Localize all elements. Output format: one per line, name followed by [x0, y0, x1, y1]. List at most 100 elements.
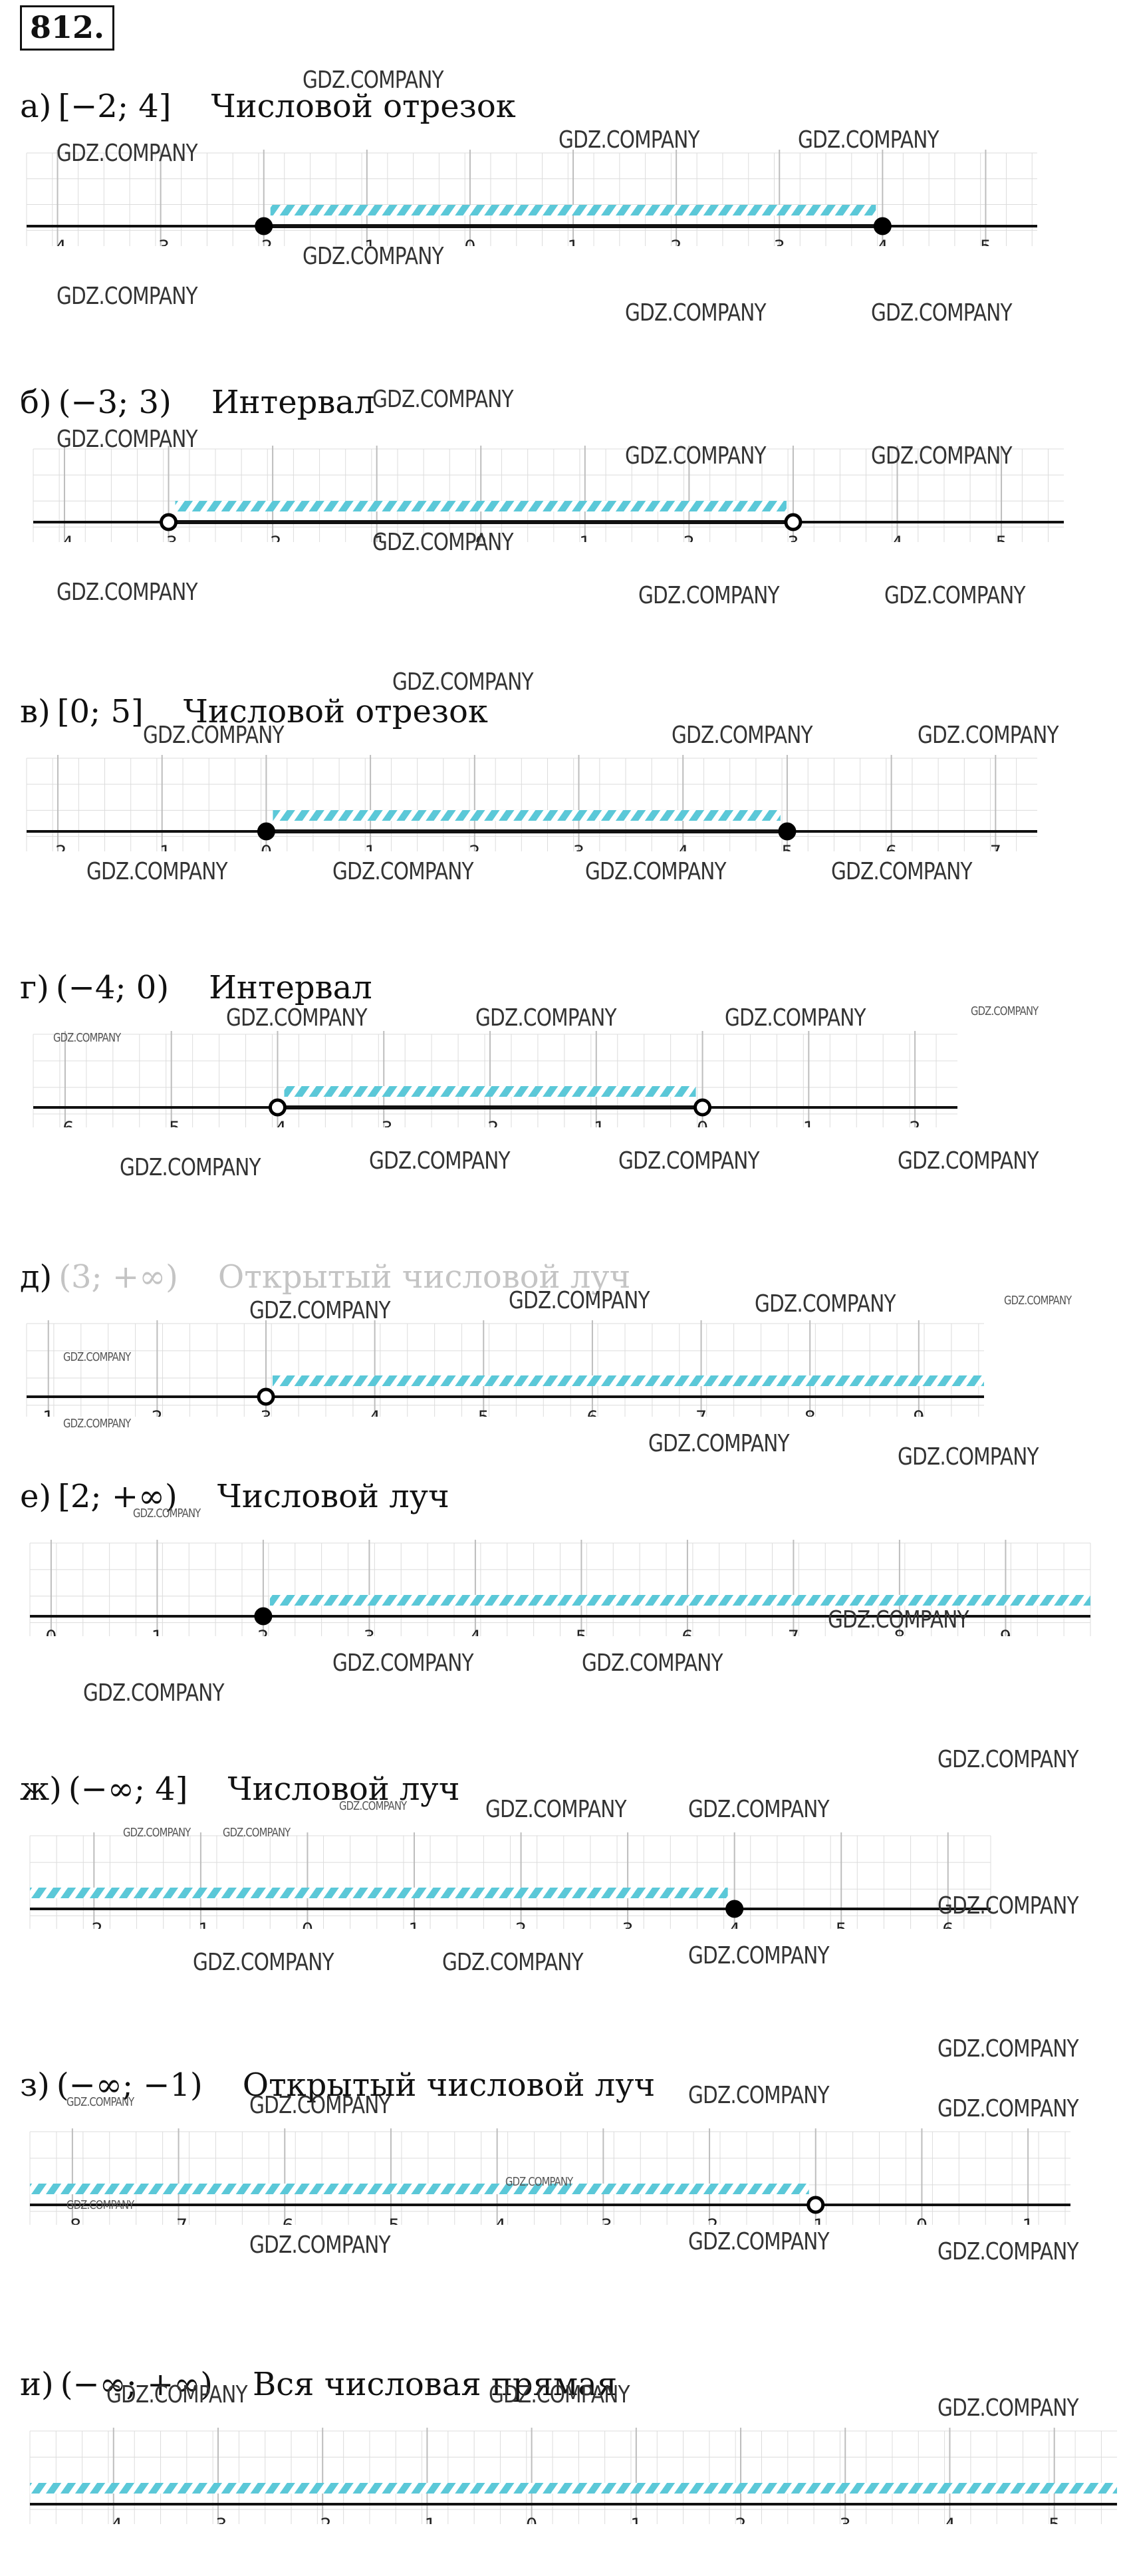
grid [29, 1540, 1091, 1636]
watermark: GDZ.COMPANY [57, 283, 198, 310]
open-endpoint [160, 513, 178, 531]
tick-label: -8 [63, 2216, 81, 2225]
tick-label: 4 [877, 237, 888, 246]
tick-label: -1 [153, 842, 171, 851]
number-line: -4 -3 -2 -1 0 1 2 3 4 5 [29, 2428, 1117, 2524]
tick-label: 1 [43, 1407, 54, 1417]
number-line: 0 1 2 3 4 5 6 7 8 9 [29, 1540, 1091, 1636]
tick-label: 1 [408, 1920, 420, 1929]
tick-label: 0 [302, 1920, 313, 1929]
tick-label: 3 [573, 842, 584, 851]
exercise-item: б)(−3; 3) Интервал -4 -3 -2 -1 0 1 2 3 4 5 [0, 382, 1123, 582]
open-endpoint [268, 1098, 287, 1117]
set-name: Интервал [209, 969, 372, 1006]
exercise-item: ж)(−∞; 4] Числовой луч -2 -1 0 1 2 3 4 5 6 [0, 1769, 1123, 1969]
set-name: Числовой отрезок [211, 88, 516, 125]
set-notation: (−∞; +∞) [60, 2366, 213, 2403]
tick-label: 1 [1023, 2216, 1034, 2225]
tick-label: -4 [104, 2515, 122, 2524]
tick-label: 4 [892, 533, 903, 542]
tick-label: 7 [788, 1627, 799, 1636]
item-letter: д) [20, 1258, 53, 1296]
grid [26, 755, 1037, 851]
number-line: -8 -7 -6 -5 -4 -3 -2 -1 0 1 [29, 2128, 1070, 2225]
watermark: GDZ.COMPANY [937, 2035, 1079, 2063]
set-name: Открытый числовой луч [217, 1258, 631, 1296]
tick-label: 1 [579, 533, 590, 542]
solution-hatch [30, 1888, 728, 1898]
tick-label: -1 [358, 237, 376, 246]
tick-label: 4 [944, 2515, 955, 2524]
tick-label: 6 [682, 1627, 693, 1636]
item-heading: б) (−3; 3) Интервал [20, 382, 374, 422]
tick-label: 5 [980, 237, 991, 246]
tick-label: 5 [781, 842, 793, 851]
tick-label: 2 [684, 533, 695, 542]
tick-label: 2 [909, 1118, 920, 1127]
solution-hatch [269, 1595, 1090, 1606]
tick-label: 0 [697, 1118, 708, 1127]
tick-label: 3 [774, 237, 785, 246]
closed-endpoint [778, 822, 797, 841]
open-endpoint [257, 1387, 275, 1406]
tick-label: -1 [368, 533, 386, 542]
solution-hatch [30, 2184, 809, 2194]
tick-label: -1 [418, 2515, 436, 2524]
item-letter: ж) [20, 1771, 62, 1808]
grid [33, 446, 1064, 542]
tick-label: -3 [594, 2216, 612, 2225]
tick-label: 3 [260, 1407, 271, 1417]
watermark: GDZ.COMPANY [871, 299, 1013, 327]
tick-label: 4 [678, 842, 689, 851]
tick-label: -2 [49, 842, 67, 851]
tick-label: -2 [481, 1118, 499, 1127]
item-heading: и) (−∞; +∞) Вся числовая прямая [20, 2364, 617, 2404]
tick-label: 5 [1049, 2515, 1060, 2524]
item-heading: г) (−4; 0) Интервал [20, 968, 372, 1008]
item-letter: е) [20, 1478, 52, 1515]
closed-endpoint [725, 1900, 744, 1918]
item-letter: и) [20, 2366, 54, 2403]
set-name: Интервал [211, 384, 375, 421]
closed-endpoint [255, 217, 273, 235]
tick-label: 1 [630, 2515, 642, 2524]
tick-label: 4 [729, 1920, 740, 1929]
item-heading: д) (3; +∞) Открытый числовой луч [20, 1257, 630, 1297]
grid [29, 2428, 1117, 2524]
tick-label: -2 [314, 2515, 332, 2524]
exercise-item: з)(−∞; −1)Открытый числовой луч-8-7-6-5-… [0, 2065, 1123, 2265]
tick-label: 2 [152, 1407, 163, 1417]
tick-label: -5 [382, 2216, 400, 2225]
tick-label: -4 [488, 2216, 506, 2225]
number-line: -4 -3 -2 -1 0 1 2 3 4 5 [33, 446, 1064, 542]
item-heading: в) [0; 5] Числовой отрезок [20, 692, 488, 732]
tick-label: 1 [803, 1118, 814, 1127]
set-notation: (−4; 0) [55, 969, 170, 1006]
open-endpoint [784, 513, 803, 531]
number-line: -2 -1 0 1 2 3 4 5 6 [29, 1832, 991, 1929]
solution-hatch [30, 2483, 1117, 2494]
tick-label: 0 [45, 1627, 57, 1636]
set-notation: [0; 5] [57, 693, 144, 730]
tick-label: 8 [805, 1407, 816, 1417]
tick-label: 0 [916, 2216, 928, 2225]
tick-label: 4 [469, 1627, 481, 1636]
number-line: 1 2 3 4 5 6 7 8 9 [26, 1320, 984, 1417]
exercise-item: а)[−2; 4] Числовой отрезок -4 -3 -2 -1 0 1 2 3 4 5 [0, 86, 1123, 286]
closed-endpoint [254, 1607, 273, 1626]
closed-endpoint [873, 217, 892, 235]
tick-label: 3 [622, 1920, 634, 1929]
exercise-item: в)[0; 5] Числовой отрезок -2 -1 0 1 2 3 4 5 6 7 [0, 692, 1123, 891]
set-name: Числовой луч [217, 1478, 449, 1515]
tick-label: -3 [375, 1118, 393, 1127]
tick-label: 5 [836, 1920, 847, 1929]
set-name: Числовой луч [227, 1771, 460, 1808]
tick-label: -1 [807, 2216, 824, 2225]
tick-label: 1 [365, 842, 376, 851]
tick-label: 4 [369, 1407, 380, 1417]
tick-label: 0 [261, 842, 272, 851]
tick-label: 1 [567, 237, 578, 246]
tick-label: -3 [160, 533, 178, 542]
set-notation: [−2; 4] [58, 88, 172, 125]
